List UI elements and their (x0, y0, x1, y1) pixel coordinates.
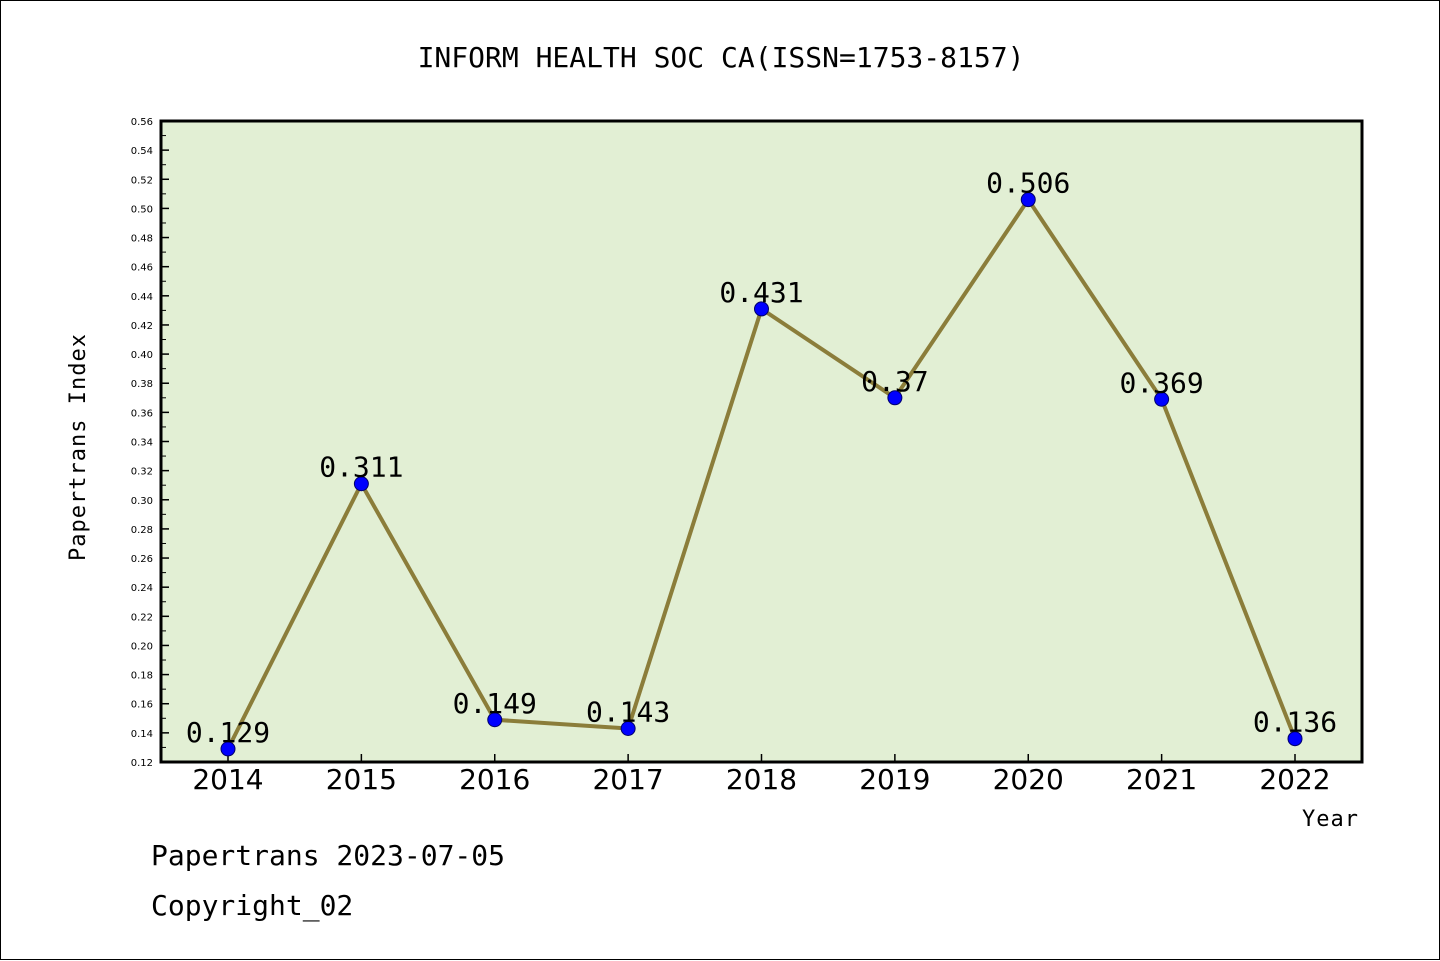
x-tick-label: 2021 (1126, 763, 1197, 796)
y-tick-label: 0.56 (131, 117, 153, 128)
data-point (620, 720, 636, 736)
footer-date-line: Papertrans 2023-07-05 (151, 839, 505, 872)
data-label: 0.431 (719, 276, 803, 309)
y-tick-label: 0.30 (131, 496, 153, 507)
data-point (487, 712, 503, 728)
y-tick-label: 0.42 (131, 321, 153, 332)
data-point (1154, 391, 1170, 407)
y-tick-label: 0.16 (131, 700, 153, 711)
y-tick-label: 0.18 (131, 671, 153, 682)
y-tick-label: 0.24 (131, 583, 153, 594)
y-tick-label: 0.26 (131, 554, 153, 565)
data-point (353, 476, 369, 492)
x-axis: 2014 2015 2016 2017 2018 2019 2020 2021 2022 (192, 754, 1331, 796)
y-tick-label: 0.28 (131, 525, 153, 536)
x-tick-label: 2020 (993, 763, 1064, 796)
x-tick-label: 2018 (726, 763, 797, 796)
plot-area (159, 119, 1364, 764)
x-tick-label: 2014 (192, 763, 263, 796)
data-point (1020, 192, 1036, 208)
x-tick-label: 2019 (859, 763, 930, 796)
y-axis-label: Papertrans Index (66, 333, 91, 561)
x-tick-label: 2016 (459, 763, 530, 796)
y-tick-label: 0.38 (131, 379, 153, 390)
y-tick-label: 0.34 (131, 438, 153, 449)
y-tick-label: 0.46 (131, 263, 153, 274)
y-tick-label: 0.52 (131, 175, 153, 186)
x-tick-label: 2015 (326, 763, 397, 796)
y-tick-label: 0.20 (131, 641, 153, 652)
footer-copyright: Copyright_02 (151, 889, 353, 923)
x-axis-label: Year (1302, 807, 1359, 832)
data-point (887, 390, 903, 406)
y-tick-label: 0.14 (131, 729, 153, 740)
data-point (220, 741, 236, 757)
data-label: 0.136 (1253, 706, 1337, 739)
data-label: 0.129 (186, 716, 270, 749)
y-tick-label: 0.22 (131, 612, 153, 623)
y-tick-label: 0.54 (131, 146, 153, 157)
x-tick-label: 2017 (592, 763, 663, 796)
x-tick-label: 2022 (1259, 763, 1330, 796)
data-label: 0.311 (319, 451, 403, 484)
y-axis: 0.12 0.14 0.16 0.18 0.20 0.22 0.24 0.26 0.28 0.30… (131, 117, 169, 769)
data-series: 0.129 0.311 0.149 0.143 0.431 0.37 0.506 0.369 0… (186, 167, 1337, 757)
y-tick-label: 0.36 (131, 408, 153, 419)
data-label: 0.143 (586, 695, 670, 728)
data-label: 0.149 (453, 687, 537, 720)
y-tick-label: 0.44 (131, 292, 153, 303)
data-point (1287, 731, 1303, 747)
data-label: 0.37 (861, 365, 928, 398)
data-label: 0.506 (986, 167, 1070, 200)
y-tick-label: 0.48 (131, 234, 153, 245)
y-tick-label: 0.32 (131, 467, 153, 478)
y-tick-label: 0.50 (131, 204, 153, 215)
data-point (754, 301, 769, 317)
chart-title: INFORM HEALTH SOC CA(ISSN=1753-8157) (418, 41, 1025, 74)
y-tick-label: 0.12 (131, 758, 153, 769)
y-tick-label: 0.40 (131, 350, 153, 361)
data-label: 0.369 (1119, 366, 1203, 399)
